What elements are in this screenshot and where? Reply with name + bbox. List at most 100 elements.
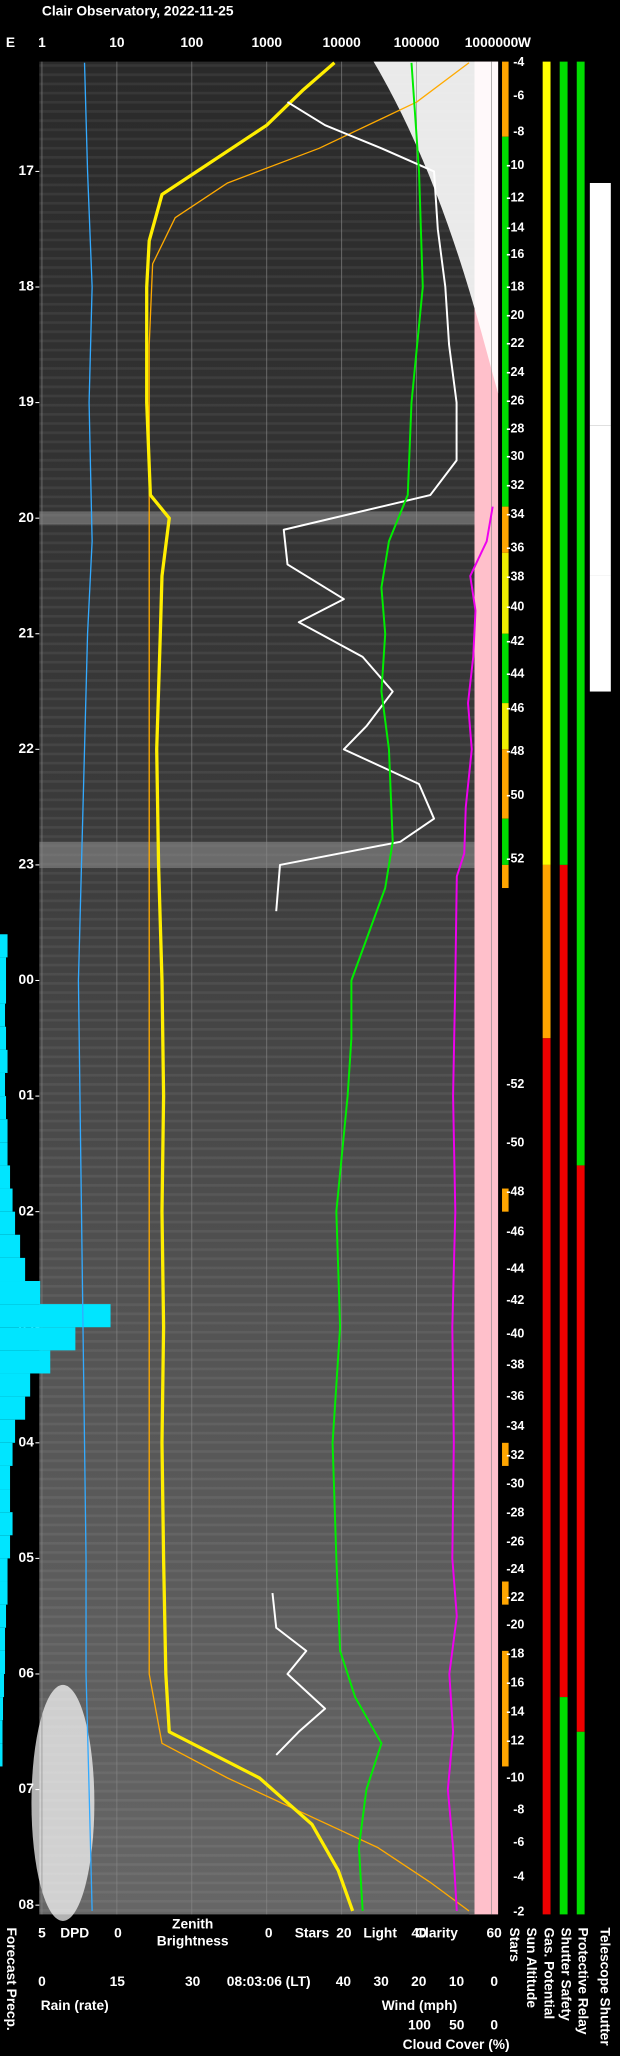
bottom-tick-label: 30 xyxy=(185,1974,201,1989)
forecast-precip-bar xyxy=(0,1396,26,1420)
sun-altitude-label: -42 xyxy=(506,634,524,648)
top-tick-label: 100 xyxy=(180,35,203,50)
status-segment xyxy=(502,633,509,704)
sun-altitude-label: -40 xyxy=(506,599,524,613)
sun-altitude-label: -12 xyxy=(506,190,524,204)
series-line xyxy=(148,62,470,1912)
bottom-tick-label: 100 xyxy=(408,2017,431,2032)
axis-label: Stars xyxy=(295,1926,330,1941)
status-label: Telescope Shutter xyxy=(598,1928,613,2047)
bottom-tick-label: 15 xyxy=(110,1974,126,1989)
forecast-precip-bar xyxy=(0,1234,21,1258)
forecast-precip-bar xyxy=(0,934,8,958)
forecast-precip-bar xyxy=(0,1211,16,1235)
status-segment xyxy=(502,749,509,819)
status-segment xyxy=(542,1038,551,1915)
bottom-tick-label: 0 xyxy=(490,2017,498,2032)
status-segment xyxy=(589,575,611,692)
bottom-tick-label: 5 xyxy=(38,1926,46,1941)
forecast-label: Forecast Precp. xyxy=(4,1928,19,2031)
time-tick-label: 06 xyxy=(19,1666,35,1681)
sun-altitude-label: -22 xyxy=(506,336,524,350)
status-segment xyxy=(502,864,509,889)
bottom-tick-label: 50 xyxy=(449,2017,465,2032)
sun-altitude-label: -28 xyxy=(506,1506,524,1520)
bottom-tick-label: 40 xyxy=(411,1926,427,1941)
sun-altitude-label: -24 xyxy=(506,1562,524,1576)
sun-altitude-label: -18 xyxy=(506,279,524,293)
bottom-tick-label: 20 xyxy=(411,1974,427,1989)
sun-altitude-label: -36 xyxy=(506,1389,524,1403)
axis-label: Zenith xyxy=(172,1917,213,1932)
bottom-tick-label: 40 xyxy=(336,1974,352,1989)
status-segment xyxy=(589,182,611,426)
forecast-precip-bar xyxy=(0,1489,11,1513)
bottom-tick-label: 0 xyxy=(114,1926,122,1941)
status-label: Shutter Safety xyxy=(558,1928,573,2022)
series-line xyxy=(331,62,424,1911)
sun-altitude-label: -14 xyxy=(506,1704,524,1718)
sun-altitude-label: -26 xyxy=(506,1534,524,1548)
top-tick-label: 10000 xyxy=(323,35,362,50)
status-segment xyxy=(502,1442,509,1466)
forecast-precip-bar xyxy=(0,1096,7,1120)
time-tick-label: 00 xyxy=(19,972,35,987)
forecast-precip-bar xyxy=(0,1373,31,1397)
sun-altitude-label: -16 xyxy=(506,247,524,261)
sun-altitude-label: -46 xyxy=(506,701,524,715)
forecast-precip-bar xyxy=(0,1419,16,1443)
forecast-precip-bar xyxy=(0,1165,11,1189)
forecast-precip-bar xyxy=(0,1558,8,1582)
axis-label: Cloud Cover (%) xyxy=(403,2037,510,2052)
sun-altitude-label: -10 xyxy=(506,158,524,172)
status-segment xyxy=(576,61,585,1166)
sun-altitude-label: -30 xyxy=(506,449,524,463)
sun-altitude-label: -28 xyxy=(506,421,524,435)
sun-altitude-label: -50 xyxy=(506,788,524,802)
sun-altitude-label: -26 xyxy=(506,394,524,408)
title: Clair Observatory, 2022-11-25 xyxy=(42,3,234,18)
status-segment xyxy=(502,552,509,634)
bottom-tick-label: 60 xyxy=(487,1926,503,1941)
axis-label: Brightness xyxy=(157,1934,229,1949)
sun-altitude-label: -34 xyxy=(506,507,524,521)
sun-altitude-label: -38 xyxy=(506,1358,524,1372)
sun-altitude-label: -8 xyxy=(513,1803,524,1817)
forecast-precip-bar xyxy=(0,1627,6,1651)
forecast-precip-bar xyxy=(0,1535,11,1559)
status-segment xyxy=(502,703,509,750)
axis-label: DPD xyxy=(60,1926,89,1941)
status-segment xyxy=(502,1581,509,1605)
status-label: Protective Relay xyxy=(575,1928,590,2035)
time-tick-label: 07 xyxy=(19,1781,35,1796)
status-segment xyxy=(502,506,509,553)
status-segment xyxy=(502,1188,509,1212)
forecast-precip-bar xyxy=(0,1581,8,1605)
forecast-precip-bar xyxy=(0,1465,11,1490)
sun-altitude-label: -44 xyxy=(506,1262,524,1276)
forecast-precip-bar xyxy=(0,1257,26,1282)
top-tick-label: 10 xyxy=(109,35,125,50)
sun-altitude-label: -36 xyxy=(506,541,524,555)
status-segment xyxy=(576,1165,585,1732)
status-segment xyxy=(542,864,551,1039)
forecast-precip-bar xyxy=(0,1281,41,1305)
sky-texture xyxy=(39,61,475,1915)
east-label: E xyxy=(6,35,15,50)
sun-altitude-label: -10 xyxy=(506,1770,524,1784)
forecast-precip-bar xyxy=(0,1697,4,1721)
series-line xyxy=(446,506,494,1911)
forecast-precip-bar xyxy=(0,1026,7,1050)
status-segment xyxy=(589,425,611,576)
forecast-precip-bar xyxy=(0,1673,5,1698)
bottom-tick-label: 10 xyxy=(449,1974,465,1989)
top-tick-label: 1000000 xyxy=(465,35,519,50)
twilight-glow xyxy=(373,61,499,394)
top-tick-label: 1 xyxy=(38,35,46,50)
bottom-tick-label: 0 xyxy=(490,1974,498,1989)
sun-altitude-label: -20 xyxy=(506,308,524,322)
sun-altitude-label: -52 xyxy=(506,851,524,865)
axis-label: Clarity xyxy=(415,1926,458,1941)
